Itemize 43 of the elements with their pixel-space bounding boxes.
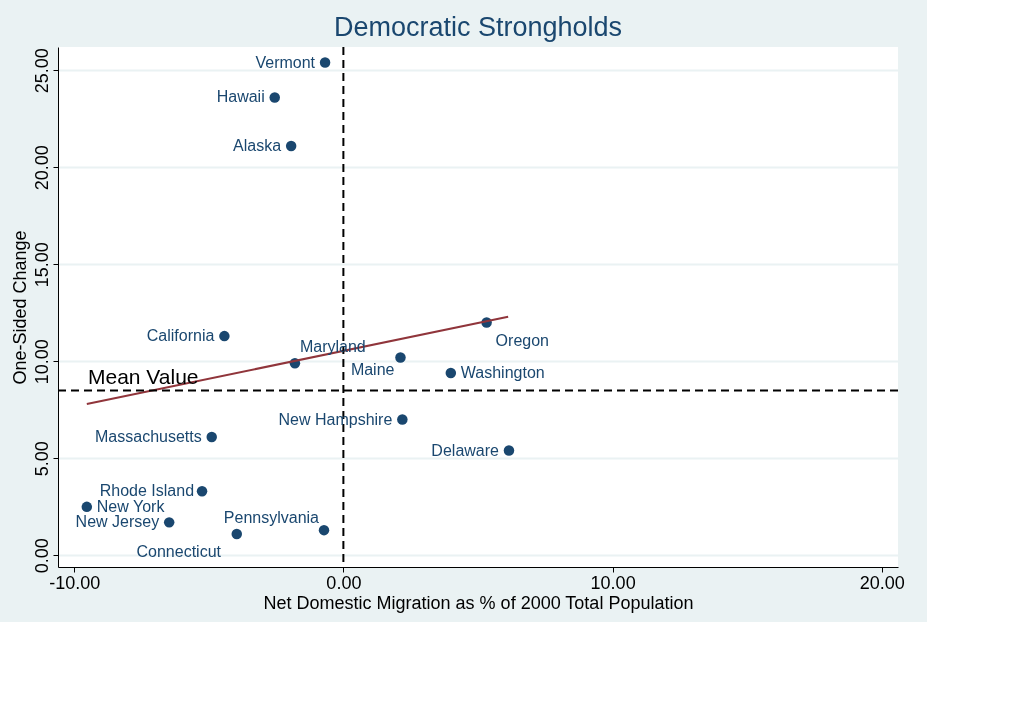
annotation: Massachusetts	[95, 428, 202, 445]
annotation: Vermont	[255, 53, 316, 71]
point	[445, 367, 457, 379]
x-tick-label: 0.00	[326, 572, 362, 593]
x-tick-label: 10.00	[590, 572, 636, 593]
y-axis-title: One-Sided Change	[9, 230, 30, 385]
annotation: New Jersey	[75, 513, 160, 531]
y-tick-label: 20.00	[31, 145, 52, 191]
point	[196, 486, 208, 497]
y-tick-label: 25.00	[31, 48, 52, 94]
point	[163, 517, 175, 528]
annotation: Washington	[460, 363, 545, 381]
annotation: Delaware	[431, 441, 500, 459]
point	[285, 140, 297, 152]
annotation: New York	[96, 497, 166, 515]
annotation: Oregon	[495, 331, 549, 349]
point	[206, 431, 217, 443]
ref-line-label: Mean Value	[88, 365, 199, 389]
point	[318, 524, 330, 536]
annotation: New Hampshire	[278, 410, 393, 428]
annotation: Pennsylvania	[223, 509, 320, 527]
point	[269, 92, 280, 103]
point	[231, 528, 243, 540]
point	[319, 57, 331, 68]
annotation: Hawaii	[216, 88, 265, 106]
y-tick-label: 10.00	[31, 339, 52, 385]
x-tick-label: 20.00	[859, 572, 905, 593]
annotation: Alaska	[233, 136, 282, 154]
annotation: Rhode Island	[99, 482, 195, 500]
x-tick-label: -10.00	[49, 572, 101, 593]
y-tick-label: 5.00	[31, 441, 52, 477]
annotation: Connecticut	[136, 543, 222, 561]
annotation: California	[146, 327, 215, 345]
x-axis-title: Net Domestic Migration as % of 2000 Total Population	[263, 592, 694, 613]
point	[503, 445, 515, 456]
point	[395, 352, 406, 363]
annotation: Maryland	[299, 338, 366, 356]
y-tick-label: 15.00	[31, 242, 52, 288]
annotation: Maine	[350, 361, 395, 379]
point	[219, 330, 230, 342]
point	[397, 414, 408, 425]
point	[81, 501, 93, 513]
chart-title: Democratic Strongholds	[333, 12, 623, 42]
